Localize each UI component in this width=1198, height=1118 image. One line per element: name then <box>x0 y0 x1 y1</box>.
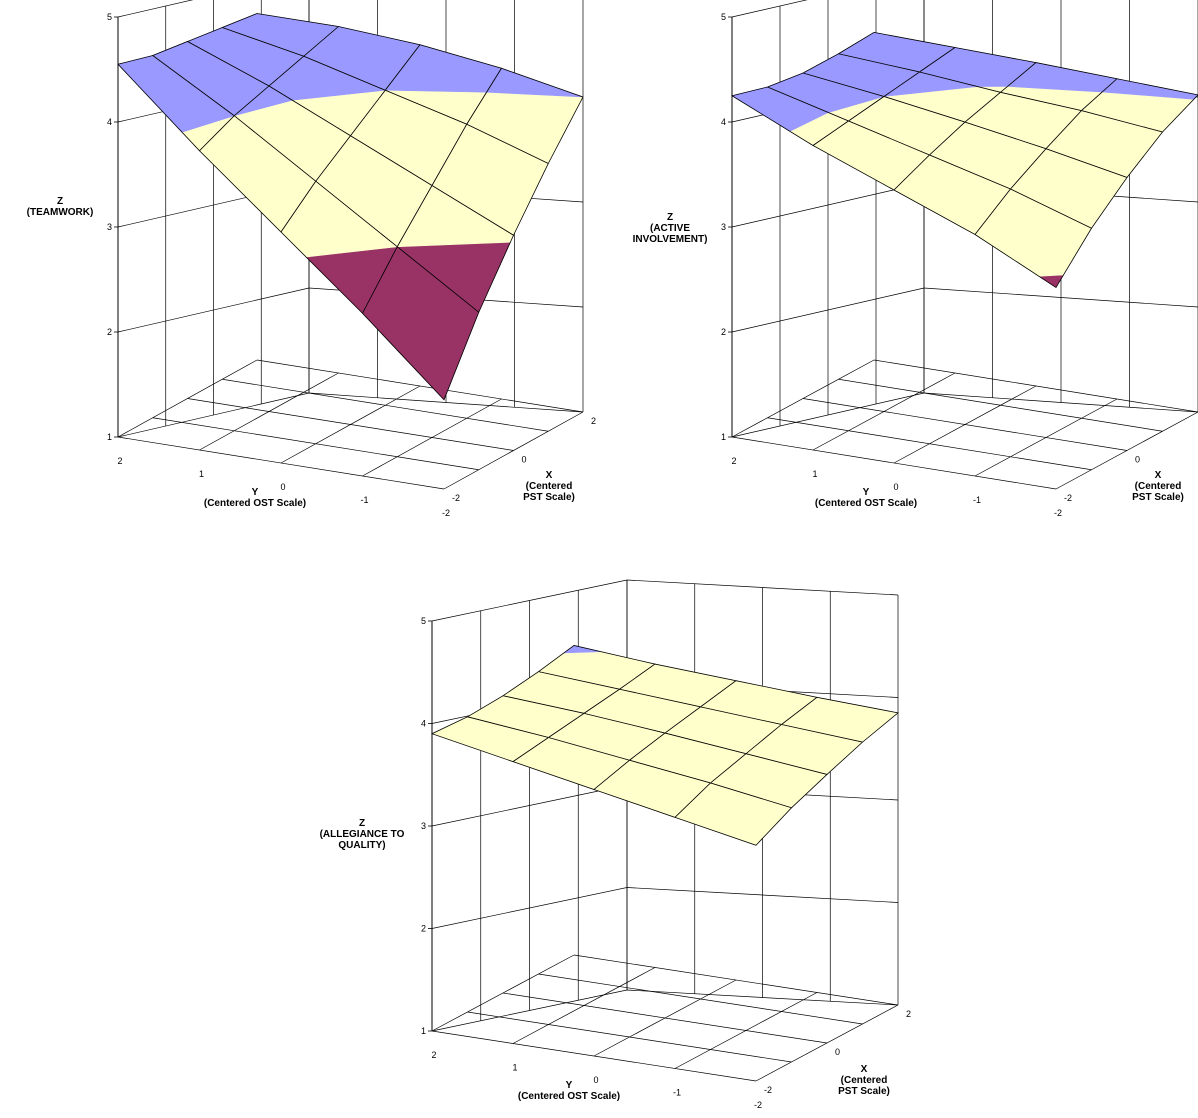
x-axis-title: X <box>546 470 553 481</box>
y-tick-label: 2 <box>731 456 736 466</box>
z-tick-label: 5 <box>107 12 112 22</box>
y-tick-label: 2 <box>431 1050 436 1060</box>
floor-gridline <box>152 417 479 471</box>
z-tick-label: 1 <box>421 1026 426 1036</box>
z-axis-title: (ACTIVE <box>650 223 690 234</box>
x-tick-label: -2 <box>764 1085 772 1095</box>
z-axis-title: INVOLVEMENT) <box>633 234 708 245</box>
z-tick-label: 1 <box>721 432 726 442</box>
x-tick-label: 2 <box>591 416 596 426</box>
y-axis-title: Y <box>566 1080 573 1091</box>
z-axis-title: (TEAMWORK) <box>27 207 94 218</box>
floor-gridline <box>767 417 1092 471</box>
floor-gridline <box>117 436 445 490</box>
z-tick-label: 5 <box>721 12 726 22</box>
x-tick-label: -2 <box>1064 493 1072 503</box>
y-axis-title: (Centered OST Scale) <box>815 498 917 509</box>
z-tick-label: 4 <box>107 117 112 127</box>
floor-gridline <box>256 359 584 413</box>
z-tick-label: 2 <box>421 924 426 934</box>
x-axis-title: (Centered <box>841 1075 888 1086</box>
x-tick-label: 0 <box>522 455 527 465</box>
tick-labels: 1 2 3 4 5 2 1 0 -1 -2 2 0 -2 <box>421 616 911 1110</box>
y-tick-label: 2 <box>117 456 122 466</box>
y-axis-title: (Centered OST Scale) <box>518 1091 620 1102</box>
z-tick-label: 5 <box>421 616 426 626</box>
floor-gridline <box>467 1011 792 1063</box>
z-tick-label: 2 <box>107 327 112 337</box>
tick-labels: 1 2 3 4 5 2 1 0 -1 -2 2 0 -2 <box>107 12 596 518</box>
x-axis-title: PST Scale) <box>838 1086 890 1097</box>
x-axis-title: X <box>861 1064 868 1075</box>
y-tick-label: 0 <box>593 1075 598 1085</box>
z-gridline <box>431 887 899 929</box>
floor-gridline <box>873 359 1198 413</box>
chart-frame <box>431 579 899 1082</box>
y-tick-label: -2 <box>754 1100 762 1110</box>
y-axis-title: (Centered OST Scale) <box>204 498 306 509</box>
floor-gridline <box>538 973 863 1025</box>
y-tick-label: 1 <box>199 469 204 479</box>
y-tick-label: -1 <box>673 1088 681 1098</box>
x-tick-label: 0 <box>835 1047 840 1057</box>
y-tick-label: 1 <box>512 1063 517 1073</box>
floor-gridline <box>502 992 828 1044</box>
floor-gridline <box>187 398 514 451</box>
z-axis-title: (ALLEGIANCE TO <box>320 829 405 840</box>
z-gridline <box>117 0 194 18</box>
floor-gridline <box>731 436 1057 490</box>
floor-gridline <box>838 378 1163 432</box>
z-axis-title: Z <box>359 818 365 829</box>
y-tick-label: -1 <box>973 495 981 505</box>
y-tick-label: 1 <box>812 469 817 479</box>
x-axis-title: X <box>1155 470 1162 481</box>
z-tick-label: 3 <box>721 222 726 232</box>
z-gridline <box>731 0 808 18</box>
x-tick-label: 0 <box>1135 455 1140 465</box>
surface-mesh <box>674 782 793 846</box>
x-axis-title: PST Scale) <box>1132 492 1184 503</box>
z-axis-title: Z <box>57 196 63 207</box>
surface-mesh <box>362 246 480 401</box>
x-tick-label: 2 <box>906 1009 911 1019</box>
surface <box>430 645 899 846</box>
surface <box>730 31 1198 288</box>
floor-gridline <box>802 398 1128 451</box>
z-gridline <box>431 579 899 622</box>
z-gridline <box>431 989 899 1032</box>
z-tick-label: 4 <box>721 117 726 127</box>
z-tick-label: 3 <box>421 821 426 831</box>
surface-mesh <box>974 188 1093 288</box>
x-tick-label: -2 <box>452 493 460 503</box>
y-tick-label: 0 <box>893 482 898 492</box>
floor-gridline <box>222 378 549 432</box>
y-tick-label: -2 <box>1054 508 1062 518</box>
z-tick-label: 2 <box>721 327 726 337</box>
chart-frame <box>731 0 1198 490</box>
floor-gridline <box>431 1030 757 1082</box>
x-axis-title: (Centered <box>526 481 573 492</box>
surface <box>117 13 584 401</box>
y-tick-label: -1 <box>360 495 368 505</box>
floor-gridline <box>573 954 899 1006</box>
z-tick-label: 1 <box>107 432 112 442</box>
z-tick-label: 4 <box>421 719 426 729</box>
x-axis-title: (Centered <box>1135 481 1182 492</box>
y-axis-title: Y <box>252 487 259 498</box>
z-axis-title: Z <box>667 212 673 223</box>
z-axis-title: QUALITY) <box>338 840 385 851</box>
x-axis-title: PST Scale) <box>523 492 575 503</box>
y-tick-label: 0 <box>280 482 285 492</box>
y-tick-label: -2 <box>442 508 450 518</box>
z-tick-label: 3 <box>107 222 112 232</box>
y-axis-title: Y <box>863 487 870 498</box>
